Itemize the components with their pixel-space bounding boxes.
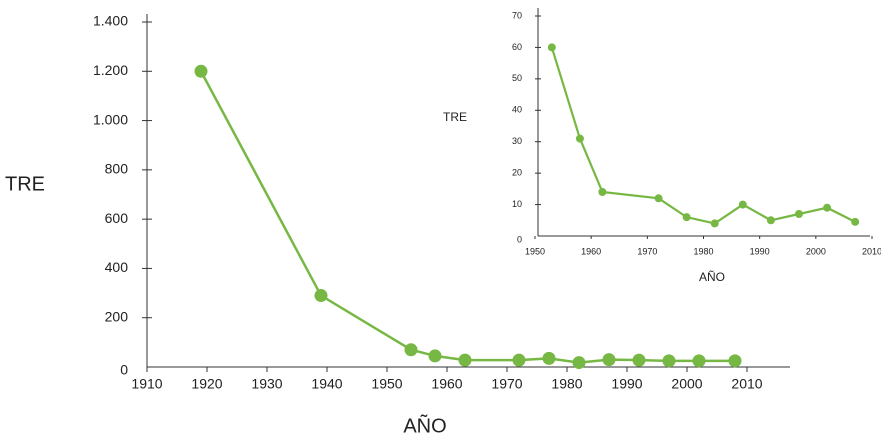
x-tick-label: 1980 bbox=[551, 376, 582, 392]
x-tick-label: 1960 bbox=[431, 376, 462, 392]
y-axis-title: TRE bbox=[5, 173, 45, 195]
x-tick-label: 1970 bbox=[637, 246, 657, 256]
y-tick-label: 1.200 bbox=[93, 62, 128, 78]
y-tick-label: 200 bbox=[105, 308, 129, 324]
point bbox=[404, 343, 418, 357]
point bbox=[602, 353, 616, 367]
x-tick-label: 2000 bbox=[806, 246, 826, 256]
x-tick-label: 1960 bbox=[581, 246, 601, 256]
point bbox=[766, 216, 775, 225]
x-tick-label: 1950 bbox=[525, 246, 545, 256]
y-tick-label: 10 bbox=[512, 199, 522, 209]
point bbox=[738, 200, 747, 209]
point bbox=[428, 349, 442, 363]
point bbox=[512, 353, 526, 367]
y-tick-label: 50 bbox=[512, 73, 522, 83]
point bbox=[542, 351, 556, 365]
point bbox=[710, 219, 719, 228]
point bbox=[458, 353, 472, 367]
y-tick-label: 30 bbox=[512, 136, 522, 146]
x-tick-label: 1940 bbox=[311, 376, 342, 392]
point bbox=[632, 353, 646, 367]
y-tick-label: 800 bbox=[105, 161, 129, 177]
x-tick-label: 1910 bbox=[131, 376, 162, 392]
y-tick-label: 600 bbox=[105, 210, 129, 226]
point bbox=[794, 210, 803, 218]
point bbox=[662, 354, 676, 368]
x-tick-label: 2010 bbox=[862, 246, 881, 256]
y-axis-title: TRE bbox=[443, 110, 467, 124]
point bbox=[314, 289, 328, 303]
x-tick-label: 2010 bbox=[731, 376, 762, 392]
x-axis-title: AÑO bbox=[403, 413, 446, 437]
x-tick-label: 1930 bbox=[251, 376, 282, 392]
x-tick-label: 1980 bbox=[693, 246, 713, 256]
y-tick-label: 1.000 bbox=[93, 111, 128, 127]
point bbox=[728, 354, 742, 368]
point bbox=[598, 188, 607, 196]
x-tick-label: 1920 bbox=[191, 376, 222, 392]
x-tick-label: 1970 bbox=[491, 376, 522, 392]
point bbox=[851, 217, 860, 226]
y-tick-label: 0 bbox=[120, 362, 128, 378]
line bbox=[199, 70, 735, 364]
point bbox=[823, 203, 832, 212]
point bbox=[575, 134, 584, 143]
x-tick-label: 2000 bbox=[671, 376, 702, 392]
y-tick-label: 70 bbox=[512, 10, 522, 20]
y-tick-label: 20 bbox=[512, 168, 522, 178]
point bbox=[547, 43, 556, 52]
point bbox=[682, 213, 691, 222]
point bbox=[572, 356, 586, 370]
x-tick-label: 1990 bbox=[750, 246, 770, 256]
y-tick-label: 60 bbox=[512, 42, 522, 52]
line bbox=[550, 47, 856, 225]
x-tick-label: 1990 bbox=[611, 376, 642, 392]
x-tick-label: 1950 bbox=[371, 376, 402, 392]
y-tick-label: 40 bbox=[512, 105, 522, 115]
y-tick-label: 1.400 bbox=[93, 13, 128, 29]
y-tick-label: 400 bbox=[105, 259, 129, 275]
point bbox=[692, 354, 706, 368]
x-axis-title: AÑO bbox=[699, 270, 725, 284]
y-tick-label: 0 bbox=[517, 234, 522, 244]
point bbox=[654, 194, 663, 203]
point bbox=[194, 64, 208, 78]
